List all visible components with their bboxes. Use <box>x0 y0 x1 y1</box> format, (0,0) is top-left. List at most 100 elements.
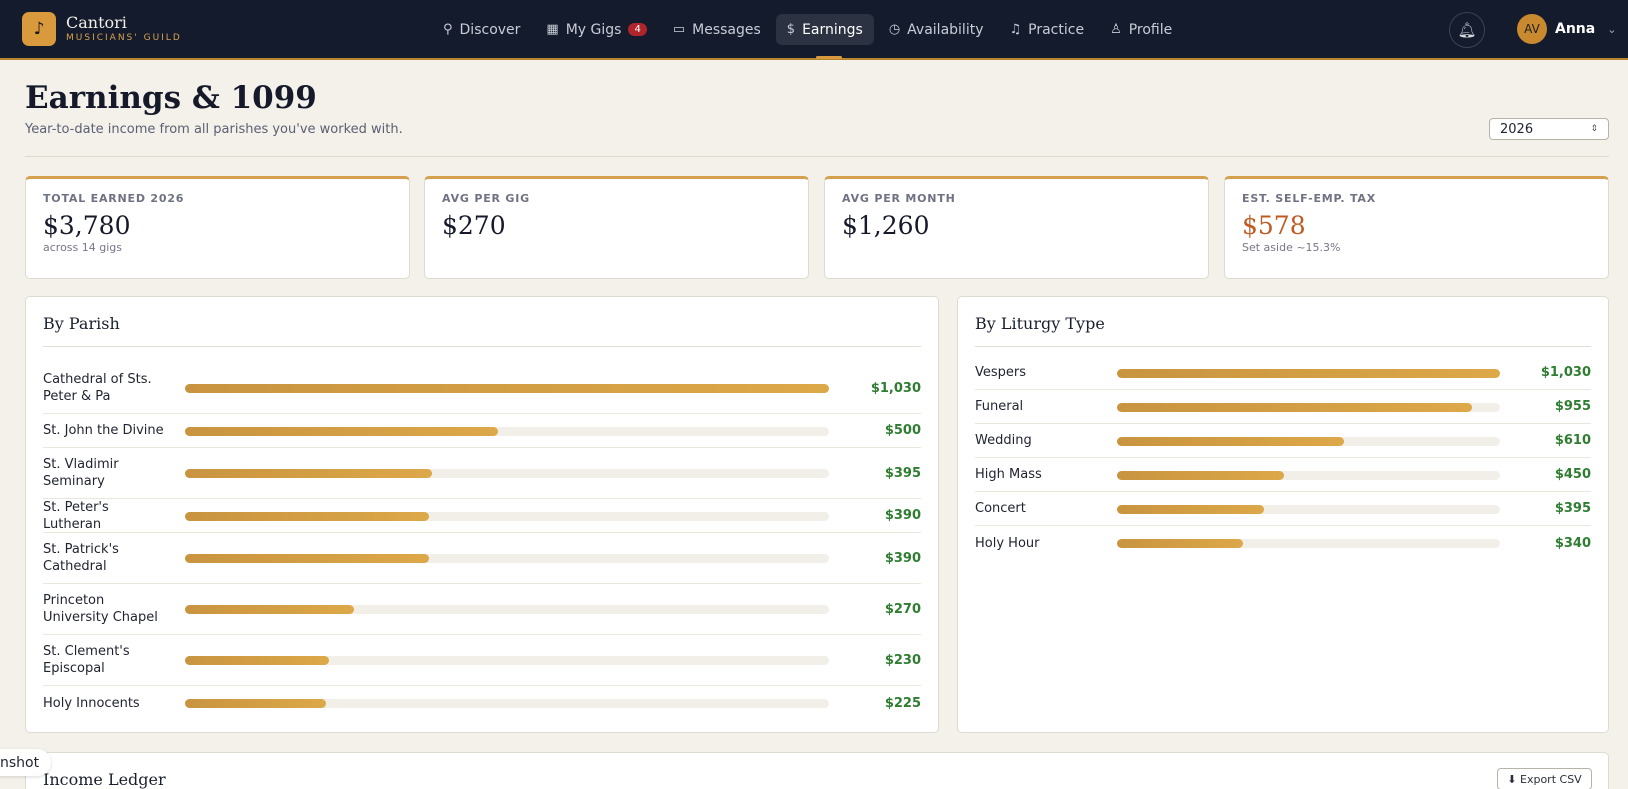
screenshot-chip[interactable]: nshot <box>0 749 52 776</box>
bar-fill <box>185 469 432 478</box>
nav-availability[interactable]: ◷ Availability <box>878 14 995 45</box>
row-label: St. John the Divine <box>43 423 164 438</box>
by-parish-card: By Parish Cathedral of Sts. Peter & Pa $1… <box>25 296 939 733</box>
nav-label: Availability <box>907 21 984 38</box>
by-liturgy-title: By Liturgy Type <box>975 314 1105 333</box>
income-ledger-title: Income Ledger <box>43 770 166 789</box>
row-label: St. Clement's Episcopal <box>43 644 130 676</box>
bar-fill <box>185 384 829 393</box>
breakdown-row: Holy Innocents $225 <box>43 686 921 720</box>
dollar-icon: $ <box>786 22 796 37</box>
row-label: Wedding <box>975 433 1032 448</box>
bar-track <box>1117 470 1500 480</box>
nav-messages[interactable]: ▭ Messages <box>662 14 772 45</box>
nav-label: My Gigs <box>565 21 622 38</box>
bar-track <box>185 554 829 563</box>
bar-fill <box>1117 538 1244 548</box>
by-parish-title: By Parish <box>43 314 120 333</box>
nav-earnings[interactable]: $ Earnings <box>775 14 874 59</box>
calendar-icon: ▦ <box>546 22 559 37</box>
row-label: Holy Hour <box>975 535 1040 551</box>
stat-note: Set aside ~15.3% <box>1242 241 1341 254</box>
row-label: St. Vladimir Seminary <box>43 457 119 489</box>
nav-my-gigs[interactable]: ▦ My Gigs 4 <box>535 14 657 45</box>
bar-track <box>185 698 829 708</box>
select-arrows-icon: ⇕ <box>1590 124 1598 134</box>
year-select-value: 2026 <box>1500 121 1534 137</box>
bar-track <box>1117 504 1500 514</box>
breakdown-row: Funeral $955 <box>975 390 1591 424</box>
row-amount: $1,030 <box>1540 365 1591 380</box>
row-amount: $500 <box>884 423 921 438</box>
bar-fill <box>1117 368 1500 378</box>
breakdown-row: Vespers $1,030 <box>975 356 1591 390</box>
row-label: St. Peter's Lutheran <box>43 499 109 532</box>
nav-discover[interactable]: ⚲ Discover <box>432 14 531 45</box>
year-select[interactable]: 2026 ⇕ <box>1489 118 1609 140</box>
stat-card: TOTAL EARNED 2026 $3,780 across 14 gigs <box>25 176 410 279</box>
stat-value: $3,780 <box>43 211 131 240</box>
clock-icon: ◷ <box>888 22 901 37</box>
nav-practice[interactable]: ♫ Practice <box>998 14 1095 45</box>
stat-label: EST. SELF-EMP. TAX <box>1242 192 1377 205</box>
row-amount: $1,030 <box>870 380 921 396</box>
row-label: Princeton University Chapel <box>43 593 158 625</box>
header-divider <box>25 156 1609 157</box>
breakdown-row: St. Vladimir Seminary $395 <box>43 448 921 499</box>
bar-fill <box>185 698 326 708</box>
row-label: St. Patrick's Cathedral <box>43 542 119 574</box>
breakdown-row: Princeton University Chapel $270 <box>43 584 921 635</box>
brand-text: Cantori MUSICIANS' GUILD <box>66 14 182 44</box>
row-label: Concert <box>975 501 1026 516</box>
panel-divider <box>43 346 921 347</box>
stat-note: across 14 gigs <box>43 241 123 254</box>
stat-card: AVG PER GIG $270 <box>424 176 809 279</box>
panel-divider <box>975 346 1591 347</box>
stat-value: $270 <box>442 211 506 240</box>
breakdown-row: Concert $395 <box>975 492 1591 526</box>
row-amount: $395 <box>884 465 921 481</box>
page-subtitle: Year-to-date income from all parishes yo… <box>25 122 403 137</box>
nav-label: Discover <box>459 21 521 38</box>
music-note-icon: ♪ <box>22 12 56 46</box>
brand-tagline: MUSICIANS' GUILD <box>66 33 182 43</box>
brand-name: Cantori <box>66 13 127 32</box>
breakdown-row: St. Peter's Lutheran $390 <box>43 499 921 533</box>
user-menu[interactable]: AV Anna ⌄ <box>1517 14 1616 44</box>
breakdown-row: St. Patrick's Cathedral $390 <box>43 533 921 584</box>
notifications-bell-icon[interactable]: 🔔︎ <box>1449 12 1485 48</box>
row-amount: $340 <box>1554 535 1591 551</box>
main-nav: ⚲ Discover ▦ My Gigs 4 ▭ Messages $ Earnings ◷ Ava… <box>432 14 1187 59</box>
row-label: Vespers <box>975 365 1027 380</box>
nav-label: Messages <box>692 21 761 38</box>
bar-track <box>185 469 829 478</box>
bar-track <box>1117 538 1500 548</box>
income-ledger-card: Income Ledger ⬇ Export CSV <box>25 752 1609 789</box>
bar-fill <box>185 605 354 614</box>
row-amount: $395 <box>1554 501 1591 516</box>
export-csv-button[interactable]: ⬇ Export CSV <box>1497 768 1592 789</box>
row-amount: $225 <box>884 695 921 711</box>
bar-fill <box>1117 402 1473 412</box>
bar-track <box>1117 402 1500 412</box>
brand[interactable]: ♪ Cantori MUSICIANS' GUILD <box>22 12 182 46</box>
bar-track <box>1117 368 1500 378</box>
row-amount: $390 <box>884 508 921 523</box>
bar-track <box>185 426 829 436</box>
bar-fill <box>185 554 429 563</box>
nav-profile[interactable]: ♙ Profile <box>1099 14 1183 45</box>
breakdown-row: St. Clement's Episcopal $230 <box>43 635 921 686</box>
top-nav-bar: ♪ Cantori MUSICIANS' GUILD ⚲ Discover ▦ My … <box>0 0 1628 60</box>
message-icon: ▭ <box>672 22 686 37</box>
breakdown-row: Holy Hour $340 <box>975 526 1591 560</box>
by-liturgy-card: By Liturgy Type Vespers $1,030 Funeral $955… <box>957 296 1609 733</box>
user-name: Anna <box>1555 21 1596 37</box>
stat-card: AVG PER MONTH $1,260 <box>824 176 1209 279</box>
stat-label: AVG PER GIG <box>442 192 530 205</box>
search-icon: ⚲ <box>443 22 453 37</box>
bar-track <box>1117 436 1500 446</box>
bar-fill <box>1117 436 1344 446</box>
gigs-count-badge: 4 <box>628 23 647 36</box>
person-icon: ♙ <box>1110 22 1122 37</box>
nav-label: Earnings <box>802 21 863 38</box>
